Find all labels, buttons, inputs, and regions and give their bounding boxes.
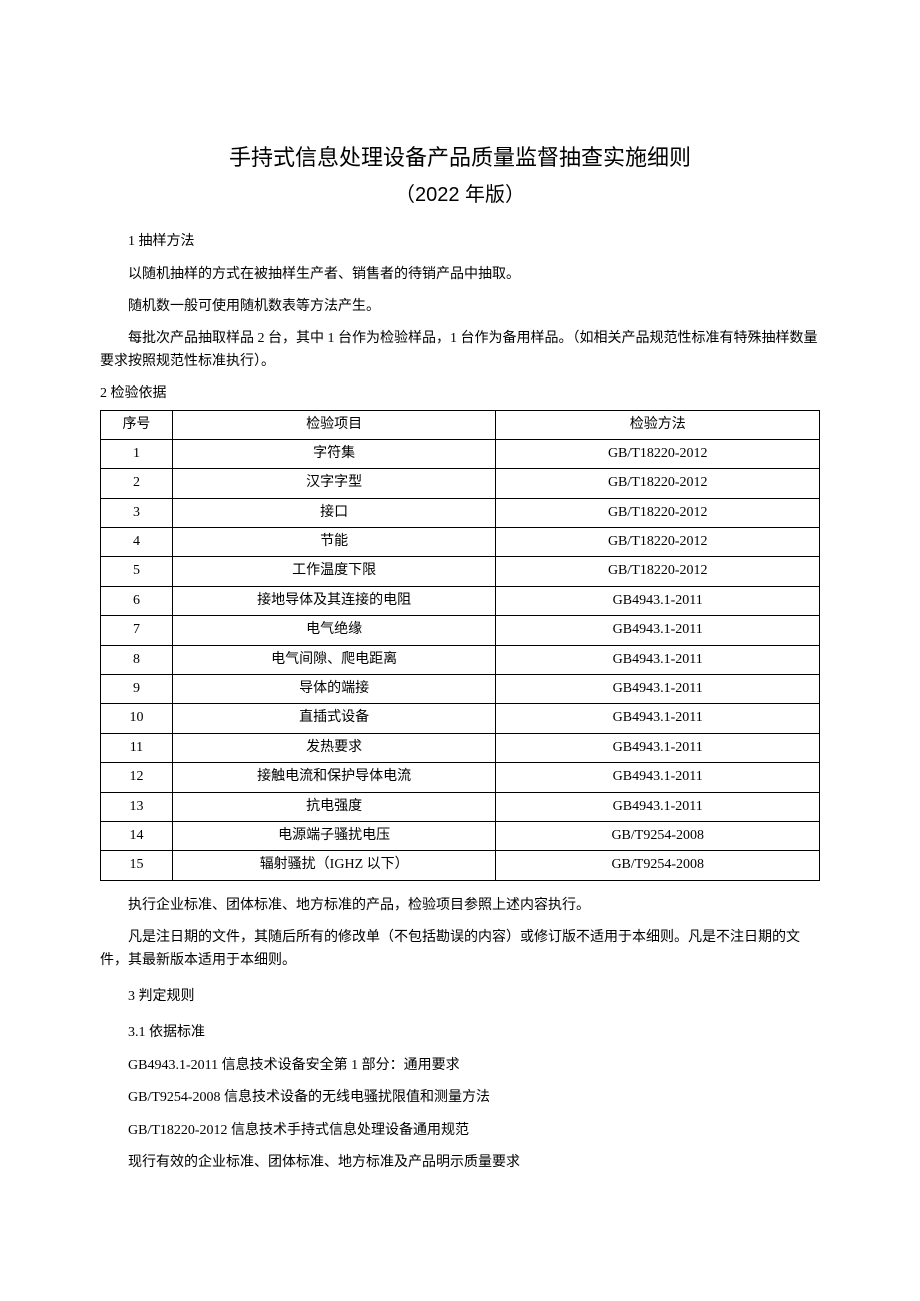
section-2-paragraph: 执行企业标准、团体标准、地方标准的产品，检验项目参照上述内容执行。 — [100, 895, 820, 917]
cell-method: GB4943.1-2011 — [496, 675, 820, 704]
section-3-heading: 3 判定规则 — [100, 986, 820, 1008]
cell-item: 抗电强度 — [172, 792, 496, 821]
cell-item: 接口 — [172, 498, 496, 527]
cell-seq: 1 — [101, 439, 173, 468]
cell-item: 直插式设备 — [172, 704, 496, 733]
cell-method: GB4943.1-2011 — [496, 704, 820, 733]
cell-seq: 10 — [101, 704, 173, 733]
table-row: 10直插式设备GB4943.1-2011 — [101, 704, 820, 733]
section-1-paragraph: 每批次产品抽取样品 2 台，其中 1 台作为检验样品，1 台作为备用样品。（如相… — [100, 328, 820, 373]
cell-seq: 13 — [101, 792, 173, 821]
table-row: 1字符集GB/T18220-2012 — [101, 439, 820, 468]
cell-seq: 15 — [101, 851, 173, 880]
cell-method: GB4943.1-2011 — [496, 616, 820, 645]
table-row: 12接触电流和保护导体电流GB4943.1-2011 — [101, 763, 820, 792]
table-header-item: 检验项目 — [172, 410, 496, 439]
cell-item: 发热要求 — [172, 733, 496, 762]
section-2-paragraph: 凡是注日期的文件，其随后所有的修改单（不包括勘误的内容）或修订版不适用于本细则。… — [100, 927, 820, 972]
standard-line: GB/T18220-2012 信息技术手持式信息处理设备通用规范 — [100, 1120, 820, 1142]
cell-seq: 8 — [101, 645, 173, 674]
cell-method: GB/T9254-2008 — [496, 822, 820, 851]
table-header-seq: 序号 — [101, 410, 173, 439]
cell-seq: 14 — [101, 822, 173, 851]
table-row: 8电气间隙、爬电距离GB4943.1-2011 — [101, 645, 820, 674]
cell-item: 汉字字型 — [172, 469, 496, 498]
cell-item: 接触电流和保护导体电流 — [172, 763, 496, 792]
table-row: 2汉字字型GB/T18220-2012 — [101, 469, 820, 498]
table-row: 9导体的端接GB4943.1-2011 — [101, 675, 820, 704]
cell-seq: 11 — [101, 733, 173, 762]
inspection-basis-table: 序号 检验项目 检验方法 1字符集GB/T18220-2012 2汉字字型GB/… — [100, 410, 820, 881]
cell-method: GB4943.1-2011 — [496, 586, 820, 615]
table-row: 4节能GB/T18220-2012 — [101, 528, 820, 557]
section-2-heading: 2 检验依据 — [100, 383, 820, 405]
section-3-1-heading: 3.1 依据标准 — [100, 1022, 820, 1044]
table-header-row: 序号 检验项目 检验方法 — [101, 410, 820, 439]
cell-seq: 4 — [101, 528, 173, 557]
cell-method: GB/T18220-2012 — [496, 498, 820, 527]
cell-seq: 2 — [101, 469, 173, 498]
table-header-method: 检验方法 — [496, 410, 820, 439]
cell-item: 电气绝缘 — [172, 616, 496, 645]
cell-item: 接地导体及其连接的电阻 — [172, 586, 496, 615]
cell-seq: 9 — [101, 675, 173, 704]
cell-seq: 7 — [101, 616, 173, 645]
cell-item: 电气间隙、爬电距离 — [172, 645, 496, 674]
cell-method: GB/T18220-2012 — [496, 528, 820, 557]
cell-seq: 6 — [101, 586, 173, 615]
cell-item: 节能 — [172, 528, 496, 557]
section-1-paragraph: 随机数一般可使用随机数表等方法产生。 — [100, 296, 820, 318]
standard-line: GB4943.1-2011 信息技术设备安全第 1 部分：通用要求 — [100, 1055, 820, 1077]
cell-method: GB4943.1-2011 — [496, 792, 820, 821]
table-row: 6接地导体及其连接的电阻GB4943.1-2011 — [101, 586, 820, 615]
table-row: 11发热要求GB4943.1-2011 — [101, 733, 820, 762]
table-row: 7电气绝缘GB4943.1-2011 — [101, 616, 820, 645]
cell-item: 字符集 — [172, 439, 496, 468]
section-1-heading: 1 抽样方法 — [100, 231, 820, 253]
table-row: 5工作温度下限GB/T18220-2012 — [101, 557, 820, 586]
cell-item: 电源端子骚扰电压 — [172, 822, 496, 851]
cell-method: GB4943.1-2011 — [496, 763, 820, 792]
document-subtitle: （2022 年版） — [100, 179, 820, 211]
cell-method: GB/T18220-2012 — [496, 557, 820, 586]
cell-method: GB4943.1-2011 — [496, 733, 820, 762]
cell-method: GB4943.1-2011 — [496, 645, 820, 674]
standard-line: 现行有效的企业标准、团体标准、地方标准及产品明示质量要求 — [100, 1152, 820, 1174]
cell-seq: 3 — [101, 498, 173, 527]
document-title: 手持式信息处理设备产品质量监督抽查实施细则 — [100, 140, 820, 175]
cell-item: 辐射骚扰（IGHZ 以下） — [172, 851, 496, 880]
table-row: 15辐射骚扰（IGHZ 以下）GB/T9254-2008 — [101, 851, 820, 880]
standard-line: GB/T9254-2008 信息技术设备的无线电骚扰限值和测量方法 — [100, 1087, 820, 1109]
table-row: 14电源端子骚扰电压GB/T9254-2008 — [101, 822, 820, 851]
cell-seq: 5 — [101, 557, 173, 586]
table-row: 13抗电强度GB4943.1-2011 — [101, 792, 820, 821]
cell-method: GB/T18220-2012 — [496, 469, 820, 498]
table-row: 3接口GB/T18220-2012 — [101, 498, 820, 527]
cell-method: GB/T18220-2012 — [496, 439, 820, 468]
cell-seq: 12 — [101, 763, 173, 792]
cell-item: 工作温度下限 — [172, 557, 496, 586]
section-1-paragraph: 以随机抽样的方式在被抽样生产者、销售者的待销产品中抽取。 — [100, 264, 820, 286]
cell-method: GB/T9254-2008 — [496, 851, 820, 880]
cell-item: 导体的端接 — [172, 675, 496, 704]
